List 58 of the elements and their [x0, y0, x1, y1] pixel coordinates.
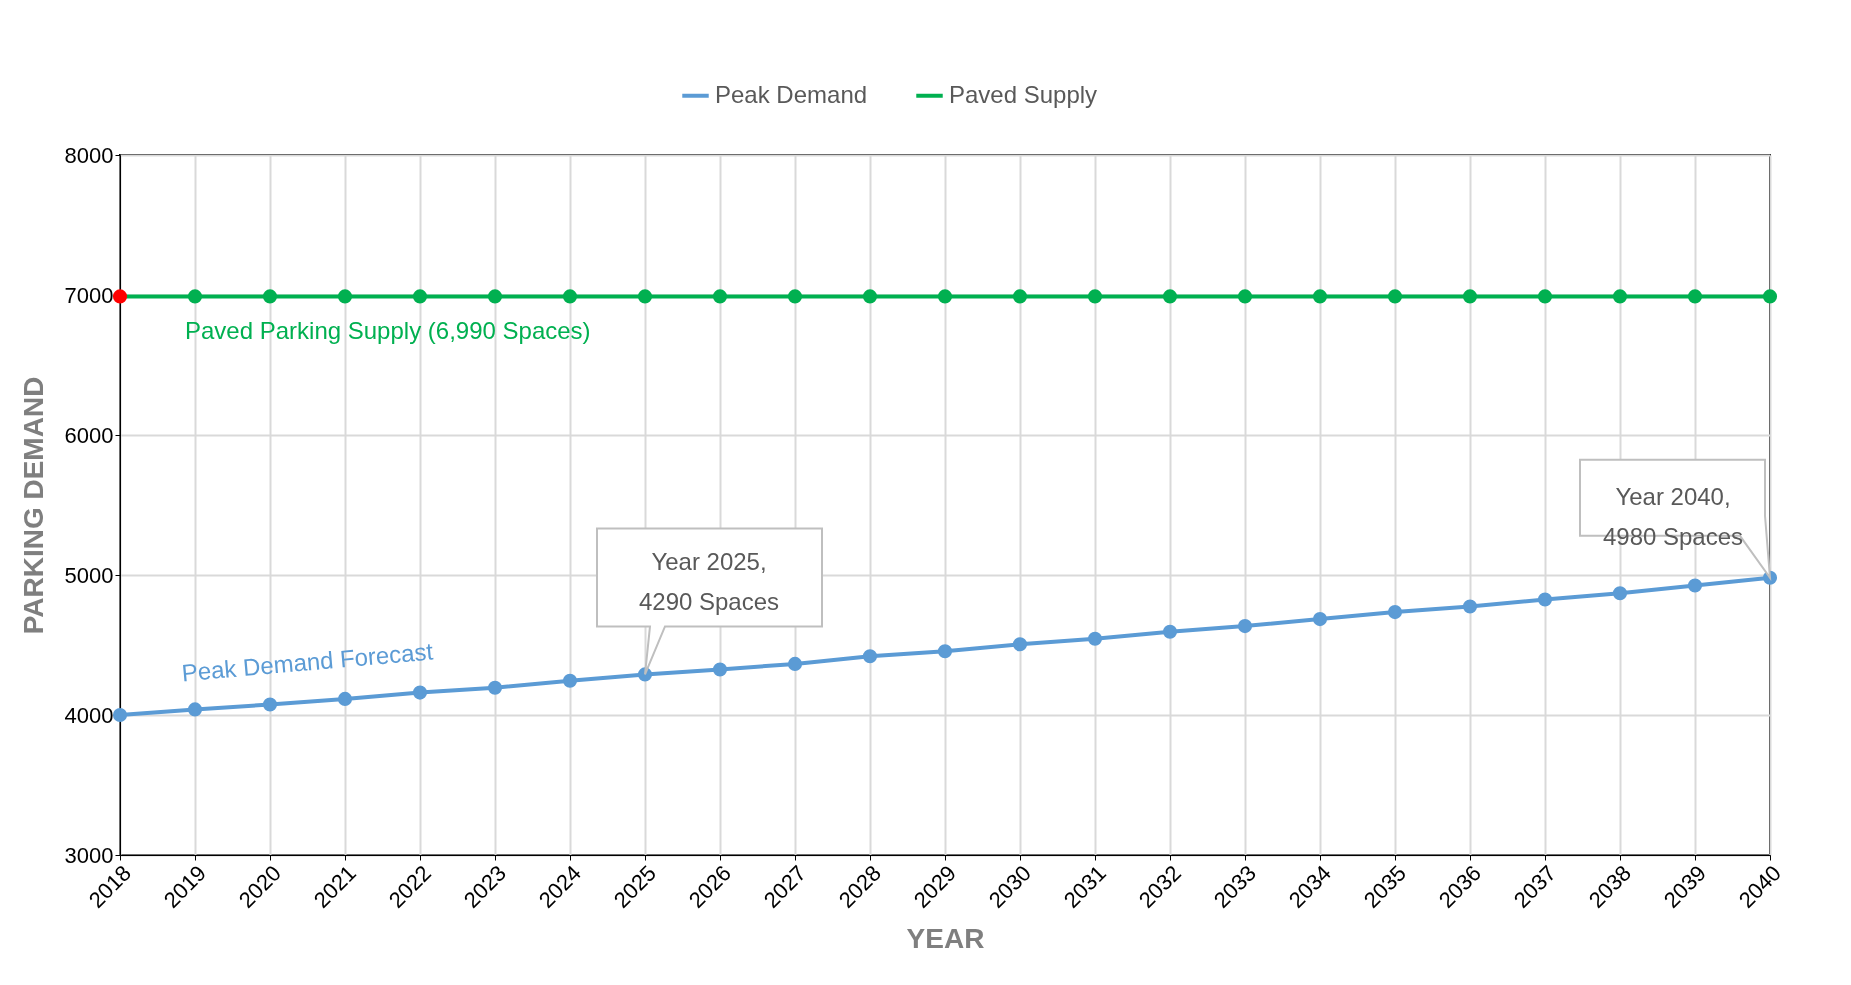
point — [1612, 289, 1628, 304]
point — [1537, 289, 1553, 304]
y-tick-label: 6000 — [64, 422, 114, 448]
point — [487, 680, 503, 695]
point — [187, 702, 203, 717]
point — [1312, 612, 1328, 627]
point — [262, 697, 278, 712]
point — [1237, 619, 1253, 634]
point — [1537, 592, 1553, 607]
point — [1387, 289, 1403, 304]
point — [262, 289, 278, 304]
point — [1387, 605, 1403, 620]
point — [487, 289, 503, 304]
point — [1012, 637, 1028, 652]
y-tick-label: 4000 — [64, 702, 114, 728]
point — [562, 289, 578, 304]
point — [1087, 289, 1103, 304]
point — [1462, 289, 1478, 304]
point — [562, 673, 578, 688]
point — [1312, 289, 1328, 304]
annotation: Year 2025, 4290 Spaces — [638, 548, 780, 616]
point — [1012, 289, 1028, 304]
point — [937, 644, 953, 659]
y-tick-label: 7000 — [64, 282, 114, 308]
point — [337, 289, 353, 304]
point — [787, 289, 803, 304]
point — [1162, 289, 1178, 304]
point — [1612, 586, 1628, 601]
point — [712, 289, 728, 304]
legend-label: Peak Demand — [715, 80, 868, 108]
point — [112, 707, 128, 723]
point — [1462, 599, 1478, 614]
point — [1237, 289, 1253, 304]
annotation: Paved Parking Supply (6,990 Spaces) — [185, 317, 591, 345]
point — [112, 289, 128, 304]
y-axis-title: PARKING DEMAND — [17, 376, 49, 635]
point — [1087, 631, 1103, 646]
point — [1162, 624, 1178, 639]
x-axis-title: YEAR — [906, 922, 985, 954]
point — [1687, 289, 1703, 304]
point — [337, 691, 353, 706]
point — [1687, 578, 1703, 593]
y-tick-label: 5000 — [64, 562, 114, 588]
annotation: Year 2040, 4980 Spaces — [1602, 482, 1744, 550]
point — [712, 662, 728, 677]
point — [862, 649, 878, 664]
y-tick-label: 8000 — [64, 142, 114, 168]
point — [412, 289, 428, 304]
point — [862, 289, 878, 304]
legend-label: Paved Supply — [949, 80, 1098, 108]
point — [637, 289, 653, 304]
y-tick-label: 3000 — [64, 842, 114, 868]
point — [187, 289, 203, 304]
point — [787, 656, 803, 671]
annotation: Peak Demand Forecast — [180, 637, 435, 687]
point — [412, 685, 428, 700]
point — [937, 289, 953, 304]
point — [1762, 289, 1778, 304]
